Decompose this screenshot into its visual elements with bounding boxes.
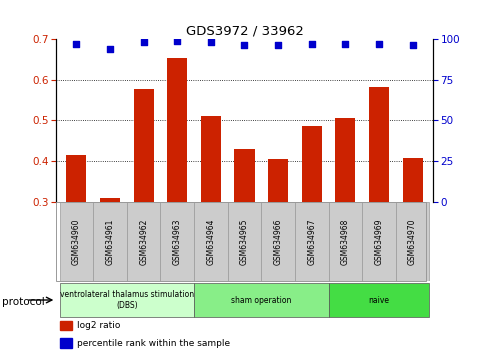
Text: GSM634962: GSM634962 [139, 218, 148, 265]
Point [274, 42, 282, 48]
Text: naive: naive [368, 296, 388, 304]
Bar [126, 202, 160, 281]
Bar [60, 202, 93, 281]
Text: GSM634960: GSM634960 [72, 218, 81, 265]
Text: GSM634966: GSM634966 [273, 218, 282, 265]
Bar [167, 58, 187, 202]
Bar [267, 159, 287, 202]
Text: GSM634968: GSM634968 [340, 218, 349, 265]
Bar [194, 283, 328, 317]
Point [140, 39, 147, 45]
Bar [133, 88, 153, 202]
Bar [234, 149, 254, 202]
Point [408, 42, 416, 48]
Bar [301, 126, 321, 202]
Point [307, 41, 315, 47]
Bar [100, 198, 120, 202]
Text: log2 ratio: log2 ratio [77, 321, 120, 330]
Text: percentile rank within the sample: percentile rank within the sample [77, 339, 229, 348]
Bar [93, 202, 126, 281]
Bar [160, 202, 194, 281]
Bar [194, 202, 227, 281]
Point [240, 42, 248, 48]
Bar [328, 283, 428, 317]
Bar [335, 118, 355, 202]
Bar [368, 87, 388, 202]
Bar [66, 155, 86, 202]
Title: GDS3972 / 33962: GDS3972 / 33962 [185, 25, 303, 38]
Text: protocol: protocol [2, 297, 45, 307]
Text: GSM634967: GSM634967 [306, 218, 316, 265]
Text: GSM634965: GSM634965 [240, 218, 248, 265]
Bar [328, 202, 362, 281]
Bar [227, 202, 261, 281]
Text: GSM634964: GSM634964 [206, 218, 215, 265]
Bar [60, 283, 194, 317]
Point [173, 38, 181, 44]
Bar [60, 338, 72, 348]
Bar [362, 202, 395, 281]
Bar [402, 158, 422, 202]
Point [374, 41, 382, 47]
Text: GSM634969: GSM634969 [374, 218, 383, 265]
Text: GSM634963: GSM634963 [172, 218, 182, 265]
Point [106, 46, 114, 52]
Point [206, 39, 214, 45]
Text: GSM634970: GSM634970 [407, 218, 416, 265]
Bar [395, 202, 428, 281]
Bar [201, 116, 221, 202]
Text: sham operation: sham operation [231, 296, 291, 304]
Point [72, 41, 80, 47]
Bar [294, 202, 328, 281]
Text: GSM634961: GSM634961 [105, 218, 114, 265]
Bar [60, 321, 72, 330]
Bar [261, 202, 294, 281]
Point [341, 41, 348, 47]
Text: ventrolateral thalamus stimulation
(DBS): ventrolateral thalamus stimulation (DBS) [60, 290, 194, 310]
